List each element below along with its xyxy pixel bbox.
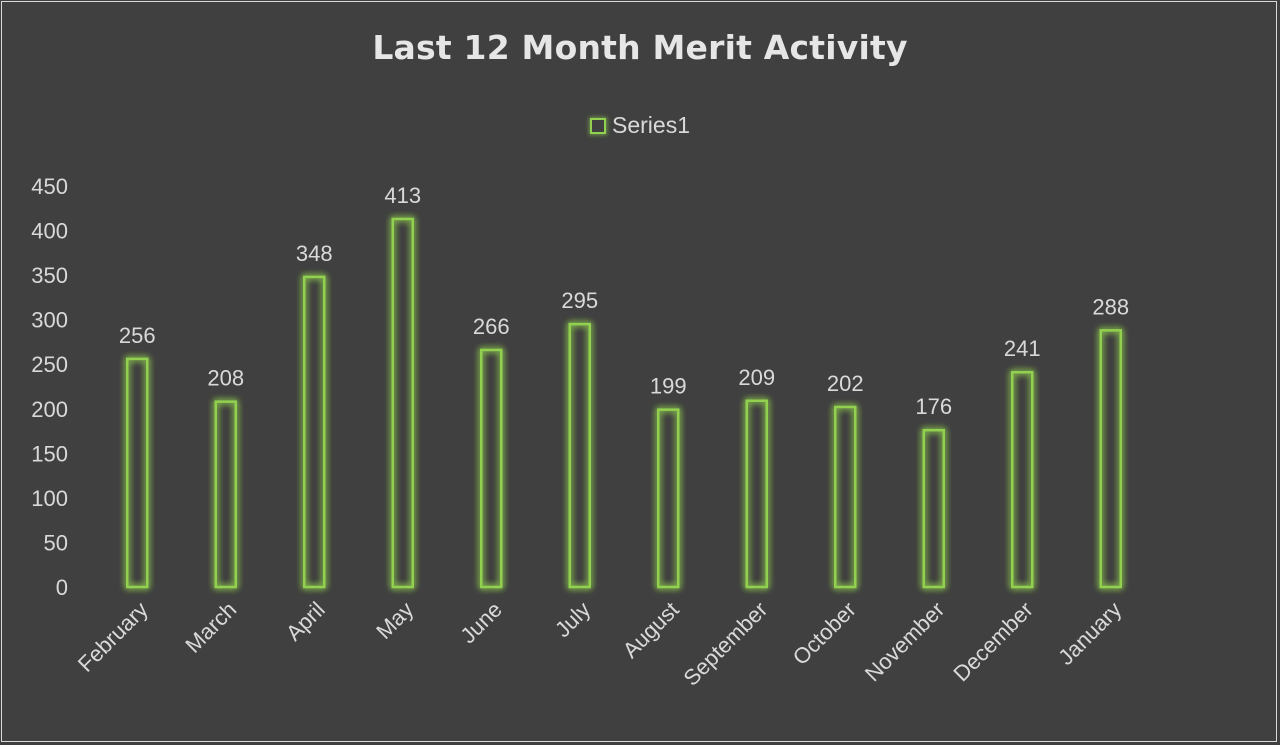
bar (657, 408, 680, 589)
x-tick-label: August (618, 597, 684, 663)
y-tick-label: 150 (31, 441, 68, 466)
x-tick-label: July (550, 597, 595, 642)
data-label: 208 (207, 366, 244, 391)
x-axis: February March April May June July AugustSepte… (73, 597, 1126, 691)
x-tick-label: January (1053, 597, 1126, 670)
y-tick-label: 100 (31, 486, 68, 511)
y-tick-label: 200 (31, 397, 68, 422)
y-axis: 0 50 100 150 200 250 300 350 400 450 (31, 174, 68, 600)
x-tick-label: March (180, 597, 241, 658)
bar (480, 348, 503, 589)
x-tick-label: December (948, 597, 1037, 686)
bar (745, 399, 768, 589)
chart-title: Last 12 Month Merit Activity (372, 28, 908, 67)
bar (568, 322, 591, 589)
y-tick-label: 450 (31, 174, 68, 199)
y-tick-label: 0 (56, 575, 68, 600)
x-tick-label: April (281, 597, 330, 646)
x-tick-label: September (679, 597, 773, 691)
data-label: 413 (384, 183, 421, 208)
data-label: 241 (1004, 336, 1041, 361)
legend-label: Series1 (612, 112, 690, 138)
bars (126, 217, 1122, 589)
data-label: 295 (561, 288, 598, 313)
y-tick-label: 350 (31, 263, 68, 288)
bar (214, 400, 237, 589)
y-tick-label: 250 (31, 352, 68, 377)
bar (1099, 329, 1122, 589)
x-tick-label: May (371, 597, 418, 644)
data-label: 348 (296, 241, 333, 266)
x-tick-label: November (860, 597, 949, 686)
x-tick-label: October (788, 597, 861, 670)
y-tick-label: 300 (31, 308, 68, 333)
data-label: 266 (473, 314, 510, 339)
y-tick-label: 400 (31, 219, 68, 244)
data-label: 209 (738, 365, 775, 390)
data-label: 199 (650, 374, 687, 399)
y-tick-label: 50 (44, 530, 68, 555)
data-label: 176 (915, 394, 952, 419)
bar (834, 405, 857, 589)
data-label: 288 (1092, 294, 1129, 319)
bar (922, 428, 945, 589)
chart-legend: Series1 (0, 112, 1280, 139)
data-label: 202 (827, 371, 864, 396)
x-tick-label: February (73, 597, 153, 677)
data-labels: 256 208 348 413 266 295 199 209 202 176 241 288 (119, 183, 1129, 419)
bar (391, 217, 414, 589)
data-label: 256 (119, 323, 156, 348)
bar (303, 275, 326, 589)
bar (126, 357, 149, 589)
x-tick-label: June (455, 597, 506, 648)
bar (1011, 370, 1034, 589)
legend-swatch (590, 117, 606, 134)
